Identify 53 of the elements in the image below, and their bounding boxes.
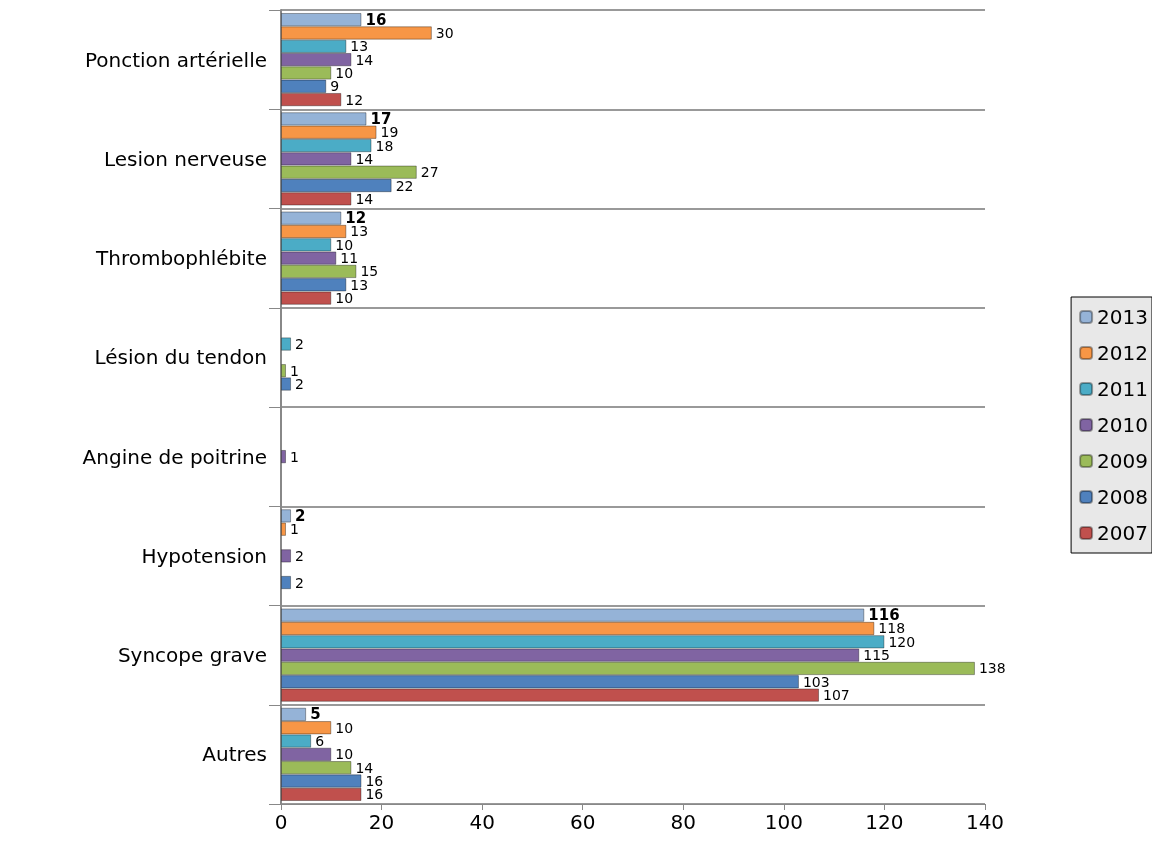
data-label: 10: [335, 719, 354, 736]
legend-label: 2013: [1097, 305, 1149, 329]
data-label: 16: [365, 10, 387, 29]
data-label: 115: [863, 647, 891, 664]
data-label: 27: [420, 164, 439, 181]
y-tick-label: Lésion du tendon: [94, 345, 267, 370]
y-tick-label: Thrombophlébite: [95, 246, 267, 271]
x-tick-label: 140: [965, 810, 1005, 834]
legend-label: 2010: [1097, 413, 1149, 437]
data-label: 14: [355, 150, 374, 167]
x-tick-label: 80: [670, 810, 697, 834]
data-label: 107: [823, 687, 850, 704]
legend-label: 2007: [1097, 521, 1149, 545]
bar: [281, 337, 292, 351]
data-label: 10: [335, 746, 354, 763]
data-label: 14: [355, 759, 374, 776]
data-label: 30: [435, 24, 454, 41]
x-tick-label: 40: [469, 810, 495, 834]
bar: [281, 449, 287, 464]
data-label: 10: [335, 290, 354, 307]
bar: [281, 549, 292, 563]
data-label: 103: [802, 673, 830, 690]
data-label: 2: [295, 376, 304, 393]
legend-label: 2012: [1097, 341, 1149, 365]
legend-label: 2011: [1097, 377, 1149, 401]
data-label: 11: [340, 250, 359, 267]
data-label: 1: [290, 362, 299, 379]
legend-label: 2008: [1097, 485, 1149, 509]
data-label: 22: [395, 177, 414, 194]
legend-label: 2009: [1097, 449, 1149, 473]
data-label: 2: [295, 574, 304, 591]
y-tick-label: Syncope grave: [117, 643, 267, 668]
data-label: 5: [310, 705, 321, 724]
x-tick-label: 0: [274, 810, 288, 834]
data-label: 2: [295, 547, 304, 564]
x-tick-label: 120: [865, 810, 904, 834]
data-label: 2: [295, 336, 304, 353]
data-label: 6: [315, 733, 325, 750]
data-label: 1: [290, 448, 299, 465]
y-tick-label: Angine de poitrine: [82, 444, 267, 469]
data-label: 12: [345, 91, 364, 108]
data-label: 10: [335, 64, 354, 81]
x-tick-label: 60: [569, 810, 596, 834]
y-tick-label: Hypotension: [141, 543, 267, 568]
x-tick-label: 20: [368, 810, 395, 834]
y-tick-label: Autres: [202, 742, 267, 767]
bar: [281, 575, 292, 590]
data-label: 138: [978, 660, 1006, 677]
data-label: 14: [355, 190, 374, 207]
y-tick-label: Lesion nerveuse: [103, 146, 267, 171]
x-tick-label: 100: [764, 810, 803, 834]
data-label: 9: [330, 78, 340, 95]
y-tick-label: Ponction artérielle: [84, 47, 267, 72]
